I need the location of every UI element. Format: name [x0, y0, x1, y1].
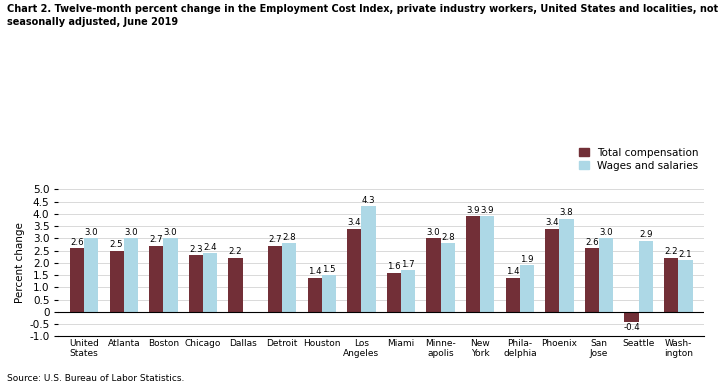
Bar [322, 275, 336, 312]
Bar [624, 312, 638, 321]
Text: 2.6: 2.6 [70, 238, 84, 247]
Text: 2.7: 2.7 [150, 235, 163, 244]
Legend: Total compensation, Wages and salaries: Total compensation, Wages and salaries [579, 147, 699, 171]
Bar [149, 246, 163, 312]
Text: 2.1: 2.1 [679, 250, 692, 259]
Bar [545, 229, 559, 312]
Text: 2.6: 2.6 [585, 238, 599, 247]
Bar [70, 248, 84, 312]
Bar [203, 253, 217, 312]
Text: Source: U.S. Bureau of Labor Statistics.: Source: U.S. Bureau of Labor Statistics. [7, 374, 185, 383]
Text: 1.5: 1.5 [322, 264, 336, 274]
Bar [585, 248, 599, 312]
Bar [426, 238, 441, 312]
Text: 1.4: 1.4 [506, 267, 520, 276]
Text: 3.9: 3.9 [467, 206, 480, 215]
Text: Chart 2. Twelve-month percent change in the Employment Cost Index, private indus: Chart 2. Twelve-month percent change in … [7, 4, 718, 27]
Text: 3.0: 3.0 [426, 228, 440, 237]
Text: 1.6: 1.6 [387, 262, 400, 271]
Text: 1.7: 1.7 [401, 260, 415, 269]
Text: 3.0: 3.0 [600, 228, 613, 237]
Text: 2.4: 2.4 [203, 243, 217, 251]
Bar [678, 260, 692, 312]
Bar [268, 246, 283, 312]
Y-axis label: Percent change: Percent change [15, 223, 25, 303]
Text: 3.4: 3.4 [347, 218, 361, 227]
Text: 3.0: 3.0 [124, 228, 138, 237]
Text: 1.9: 1.9 [521, 255, 533, 264]
Bar [84, 238, 99, 312]
Bar [308, 278, 322, 312]
Bar [163, 238, 178, 312]
Text: 3.9: 3.9 [480, 206, 494, 215]
Bar [189, 256, 203, 312]
Bar [109, 251, 124, 312]
Bar [401, 270, 416, 312]
Text: 2.5: 2.5 [110, 240, 124, 249]
Text: 2.2: 2.2 [229, 248, 242, 256]
Bar [520, 265, 534, 312]
Bar [229, 258, 242, 312]
Text: 2.3: 2.3 [189, 245, 203, 254]
Bar [466, 216, 480, 312]
Bar [387, 273, 401, 312]
Bar [638, 241, 653, 312]
Bar [124, 238, 138, 312]
Text: 3.0: 3.0 [85, 228, 98, 237]
Text: 2.2: 2.2 [664, 248, 678, 256]
Text: 2.7: 2.7 [268, 235, 282, 244]
Bar [559, 219, 574, 312]
Bar [347, 229, 362, 312]
Bar [283, 243, 296, 312]
Text: 2.8: 2.8 [283, 233, 296, 242]
Text: 3.8: 3.8 [560, 208, 573, 217]
Bar [480, 216, 495, 312]
Text: 4.3: 4.3 [362, 196, 375, 205]
Text: 1.4: 1.4 [308, 267, 321, 276]
Bar [441, 243, 455, 312]
Text: -0.4: -0.4 [623, 323, 640, 332]
Bar [664, 258, 678, 312]
Bar [599, 238, 613, 312]
Text: 3.0: 3.0 [164, 228, 178, 237]
Text: 3.4: 3.4 [546, 218, 559, 227]
Text: 2.8: 2.8 [441, 233, 454, 242]
Text: 2.9: 2.9 [639, 230, 653, 239]
Bar [505, 278, 520, 312]
Bar [362, 206, 376, 312]
